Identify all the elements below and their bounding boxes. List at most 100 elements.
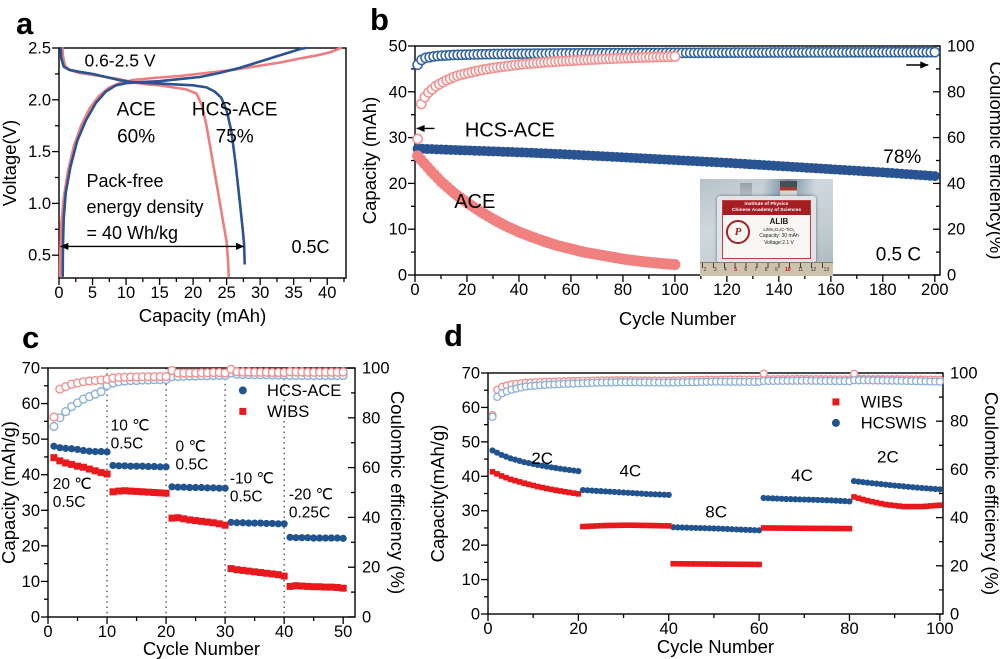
- x-axis-label: Cycle Number: [619, 308, 736, 329]
- svg-text:70: 70: [462, 365, 480, 383]
- svg-text:40: 40: [462, 468, 480, 486]
- series-ace-capacity: [412, 150, 681, 270]
- annotation: 0.5C: [291, 237, 329, 257]
- series-hcs-ace-capacity: [50, 442, 347, 542]
- svg-text:10 ℃: 10 ℃: [111, 417, 150, 434]
- svg-text:0.6-2.5 V: 0.6-2.5 V: [84, 51, 155, 71]
- svg-text:35: 35: [285, 284, 303, 302]
- label-body: P ALIB LiMn₂O₄/C-TiO₂ Capacity: 30 mAh V…: [723, 215, 810, 246]
- annotation: 8C: [705, 503, 727, 522]
- ruler-number: 4: [724, 267, 727, 273]
- org-banner: Institute of Physics Chinese Academy of …: [723, 201, 810, 215]
- svg-text:25: 25: [217, 284, 235, 302]
- series-wibs-2c: [489, 469, 582, 497]
- svg-text:40: 40: [318, 284, 336, 302]
- annotation: 4C: [619, 461, 641, 480]
- legend: WIBS HCSWIS: [831, 393, 927, 432]
- svg-text:HCSWIS: HCSWIS: [861, 414, 927, 432]
- panel-label-c: c: [22, 320, 40, 355]
- panel-label-d: d: [444, 318, 463, 353]
- panel-label-a: a: [16, 6, 34, 41]
- series-hcswis-2c: [489, 447, 582, 475]
- svg-text:1.5: 1.5: [28, 143, 51, 161]
- svg-text:30: 30: [216, 623, 234, 641]
- svg-text:HCS-ACE: HCS-ACE: [267, 382, 341, 400]
- annotation: Pack-free energy density = 40 Wh/kg: [86, 171, 203, 243]
- cell-name: ALIB: [769, 216, 789, 226]
- x-axis-label: Cycle Number: [143, 638, 260, 659]
- series-wibs-coulombic-efficiency: [49, 364, 348, 422]
- svg-text:10: 10: [22, 573, 40, 591]
- cell-label: Institute of Physics Chinese Academy of …: [722, 200, 811, 259]
- svg-text:40: 40: [510, 281, 528, 299]
- svg-text:60: 60: [950, 461, 968, 479]
- x-axis-label: Cycle Number: [657, 636, 774, 657]
- battery-tab-photo: [780, 181, 797, 196]
- svg-text:4C: 4C: [791, 466, 813, 485]
- ruler-number: 8: [764, 267, 768, 273]
- svg-text:20: 20: [462, 537, 480, 555]
- series-wibs-4c-second: [760, 525, 853, 532]
- annotation: HCS-ACE 75%: [192, 99, 278, 147]
- cell-voltage: Voltage:2.1 V: [764, 239, 794, 246]
- svg-text:20: 20: [22, 537, 40, 555]
- svg-text:75%: 75%: [216, 126, 254, 147]
- svg-text:60: 60: [362, 459, 380, 477]
- svg-text:140: 140: [765, 281, 793, 299]
- svg-text:0: 0: [398, 267, 407, 285]
- svg-text:0.5: 0.5: [28, 247, 51, 265]
- svg-text:20: 20: [569, 620, 587, 638]
- arrow: [416, 124, 435, 133]
- annotation: 0.6-2.5 V: [84, 51, 155, 71]
- svg-text:80: 80: [840, 620, 858, 638]
- svg-text:10: 10: [462, 571, 480, 589]
- ruler-number: 9: [774, 267, 778, 273]
- y-axis-label: Capacity (mAh): [360, 97, 380, 224]
- svg-text:0.5C: 0.5C: [111, 435, 144, 452]
- svg-text:0.5C: 0.5C: [230, 489, 263, 506]
- svg-text:30: 30: [251, 284, 269, 302]
- svg-text:= 40 Wh/kg: = 40 Wh/kg: [86, 223, 178, 243]
- svg-text:50: 50: [389, 38, 407, 56]
- svg-text:15: 15: [150, 284, 168, 302]
- y2-axis-label: Coulombic efficiency (%): [387, 391, 408, 594]
- svg-text:40: 40: [389, 83, 407, 101]
- svg-text:60: 60: [462, 399, 480, 417]
- svg-text:0.5 C: 0.5 C: [876, 244, 921, 265]
- series-wibs-capacity: [50, 454, 347, 592]
- ruler: 2 3 4 5 6 7 8 9 10 11 12 13: [700, 262, 833, 276]
- panel-b-chart: 0 20 40 60 80 100 120 140 160 180 2000102030405002…: [360, 38, 1000, 330]
- svg-text:5: 5: [88, 284, 97, 302]
- ruler-number: 12: [810, 267, 817, 273]
- svg-text:50: 50: [334, 623, 352, 641]
- svg-text:20: 20: [458, 281, 476, 299]
- svg-text:0: 0: [43, 623, 52, 641]
- svg-text:2C: 2C: [877, 448, 899, 467]
- svg-text:20: 20: [947, 221, 965, 239]
- svg-text:ACE: ACE: [454, 191, 495, 213]
- svg-text:100: 100: [947, 38, 975, 56]
- svg-text:0: 0: [54, 284, 63, 302]
- svg-text:120: 120: [713, 281, 741, 299]
- svg-text:40: 40: [950, 509, 968, 527]
- svg-text:100: 100: [950, 365, 978, 383]
- ruler-number: 10: [785, 267, 791, 273]
- svg-text:20: 20: [950, 557, 968, 575]
- series-hcswis-8c: [670, 524, 763, 534]
- ruler-number: 6: [744, 267, 748, 273]
- series-ace-coulombic-efficiency: [412, 51, 681, 145]
- ruler-number: 3: [713, 267, 717, 273]
- series-wibs-4c: [580, 522, 672, 530]
- series-hcswis-4c-second: [760, 494, 853, 505]
- axes: 0 20 40 60 80 100 120 140 160 180 2000102030405002…: [389, 38, 975, 300]
- svg-text:8C: 8C: [705, 503, 727, 522]
- svg-text:20: 20: [362, 559, 380, 577]
- series-wibs-2c-second: [851, 494, 943, 510]
- svg-text:80: 80: [950, 413, 968, 431]
- svg-text:100: 100: [926, 620, 954, 638]
- panel-d: d 0 20 40 60 80 100 0 10 20 30 40 50 60 70 0 20 40 60 80 10…: [420, 315, 1000, 659]
- annotation: 0 ℃0.5C: [176, 439, 209, 474]
- y2-axis-label: Coulombic efficiency (%): [981, 392, 1000, 595]
